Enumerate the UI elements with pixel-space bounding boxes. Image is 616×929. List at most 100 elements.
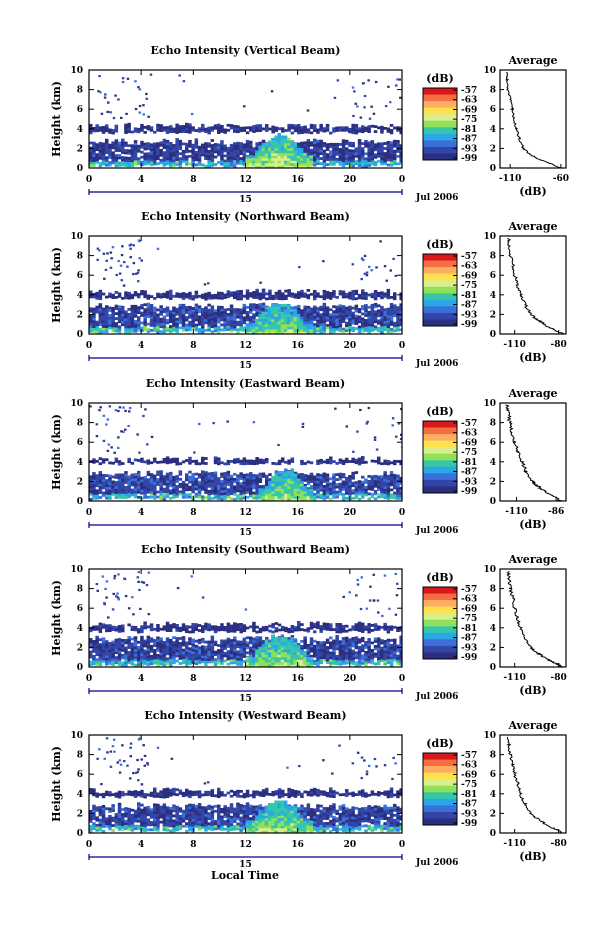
side-y-tick-label: 4 (490, 790, 496, 800)
colorbar-tick-label: -63 (461, 429, 477, 439)
y-tick-label: 0 (77, 164, 83, 174)
heatmap (89, 737, 402, 833)
colorbar-tick-label: -69 (461, 770, 477, 780)
colorbar-segment (423, 473, 457, 481)
side-frame (499, 235, 567, 335)
x-tick-label: 0 (86, 508, 92, 518)
x-tick-label: 0 (86, 674, 92, 684)
colorbar-tick-label: -93 (461, 477, 477, 487)
side-y-tick-label: 10 (483, 565, 496, 575)
x-tick-label: 0 (86, 840, 92, 850)
colorbar-frame (422, 253, 458, 327)
colorbar-tick-label: -87 (461, 135, 477, 145)
side-frame (499, 69, 567, 169)
side-y-tick-label: 6 (490, 438, 496, 448)
colorbar-tick-label: -93 (461, 144, 477, 154)
colorbar-tick-label: -69 (461, 438, 477, 448)
colorbar-segment (423, 600, 457, 608)
x-axis-label: Local Time (211, 869, 279, 882)
side-x-tick-label: -80 (551, 673, 567, 683)
colorbar-segment (423, 94, 457, 102)
colorbar-segment (423, 486, 457, 494)
x-tick-label: 20 (344, 674, 357, 684)
colorbar-unit: (dB) (426, 405, 453, 418)
y-tick-label: 8 (77, 419, 83, 429)
side-x-tick-label: -110 (499, 174, 522, 184)
panel-title: Echo Intensity (Westward Beam) (144, 709, 346, 722)
side-y-tick-label: 8 (490, 419, 496, 429)
colorbar-segment (423, 613, 457, 621)
colorbar-segment (423, 460, 457, 468)
y-tick-label: 6 (77, 770, 83, 780)
side-x-tick-label: -110 (505, 507, 528, 517)
colorbar-segment (423, 639, 457, 647)
colorbar-segment (423, 146, 457, 154)
side-y-tick-label: 0 (490, 663, 496, 673)
colorbar-tick-label: -75 (461, 448, 477, 458)
colorbar-segment (423, 421, 457, 428)
panel-title: Echo Intensity (Southward Beam) (141, 543, 350, 556)
colorbar-tick-label: -75 (461, 780, 477, 790)
colorbar-tick-label: -93 (461, 310, 477, 320)
colorbar-segment (423, 619, 457, 627)
side-y-tick-label: 2 (490, 310, 496, 320)
colorbar-segment (423, 447, 457, 455)
y-tick-label: 4 (77, 624, 83, 634)
side-y-tick-label: 8 (490, 86, 496, 96)
y-tick-label: 4 (77, 790, 83, 800)
colorbar-segment (423, 798, 457, 806)
side-y-tick-label: 2 (490, 643, 496, 653)
y-tick-label: 10 (70, 565, 83, 575)
y-tick-label: 0 (77, 829, 83, 839)
colorbar-segment (423, 114, 457, 122)
colorbar-segment (423, 766, 457, 774)
colorbar-segment (423, 587, 457, 594)
date-label: Jul 2006 (415, 193, 458, 203)
colorbar-segment (423, 479, 457, 487)
y-tick-label: 6 (77, 105, 83, 115)
colorbar-segment (423, 759, 457, 767)
side-y-tick-label: 0 (490, 497, 496, 507)
side-y-tick-label: 10 (483, 232, 496, 242)
y-tick-label: 2 (77, 477, 83, 487)
colorbar-unit: (dB) (426, 72, 453, 85)
colorbar-segment (423, 434, 457, 442)
colorbar-segment (423, 299, 457, 307)
x-tick-label: 0 (399, 341, 405, 351)
y-axis-label: Height (km) (50, 414, 63, 490)
colorbar-tick-label: -57 (461, 751, 477, 761)
colorbar-segment (423, 286, 457, 294)
side-y-tick-label: 2 (490, 809, 496, 819)
colorbar-tick-label: -75 (461, 614, 477, 624)
colorbar-unit: (dB) (426, 571, 453, 584)
colorbar-tick-label: -99 (461, 653, 477, 663)
y-tick-label: 10 (70, 232, 83, 242)
x-tick-label: 8 (190, 175, 196, 185)
panel-east: Echo Intensity (Eastward Beam) 0 2 4 6 8 10 0 4 8… (50, 377, 567, 538)
side-title: Average (507, 719, 557, 732)
colorbar-segment (423, 779, 457, 787)
colorbar-tick-label: -87 (461, 468, 477, 478)
x-tick-label: 12 (239, 674, 252, 684)
colorbar-segment (423, 652, 457, 660)
colorbar-tick-label: -75 (461, 281, 477, 291)
side-y-tick-label: 8 (490, 751, 496, 761)
day-label: 15 (239, 361, 252, 371)
y-tick-label: 6 (77, 438, 83, 448)
colorbar-tick-label: -63 (461, 761, 477, 771)
side-frame (499, 734, 567, 834)
date-label: Jul 2006 (415, 692, 458, 702)
colorbar-tick-label: -57 (461, 86, 477, 96)
y-axis-label: Height (km) (50, 580, 63, 656)
date-label: Jul 2006 (415, 526, 458, 536)
side-x-label: (dB) (519, 684, 546, 697)
side-x-tick-label: -110 (503, 839, 526, 849)
colorbar-tick-label: -99 (461, 819, 477, 829)
colorbar-tick-label: -69 (461, 271, 477, 281)
side-y-tick-label: 4 (490, 291, 496, 301)
side-title: Average (507, 553, 557, 566)
colorbar-segment (423, 785, 457, 793)
colorbar-tick-label: -87 (461, 301, 477, 311)
colorbar-frame (422, 420, 458, 494)
